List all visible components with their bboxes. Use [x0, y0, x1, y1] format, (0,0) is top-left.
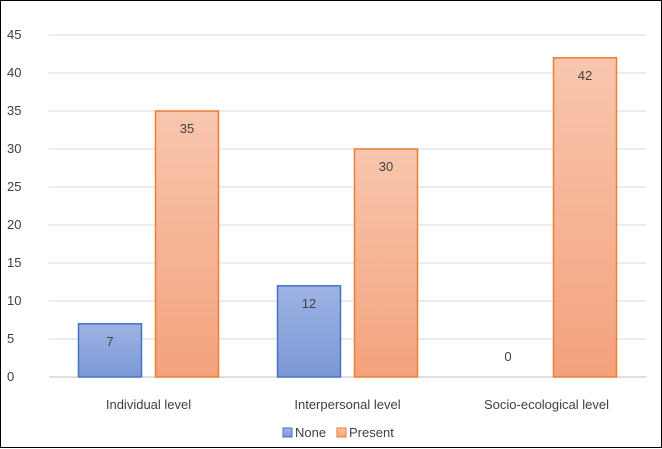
y-tick-label: 0	[7, 369, 14, 384]
data-label-none-1: 12	[302, 296, 316, 311]
y-tick-label: 45	[7, 27, 21, 42]
legend-swatch-present	[336, 427, 347, 438]
legend: None Present	[282, 425, 394, 440]
legend-swatch-none	[282, 427, 293, 438]
data-label-present-2: 42	[578, 68, 592, 83]
data-label-present-1: 30	[379, 159, 393, 174]
data-label-none-2: 0	[504, 349, 511, 364]
bar-none-1	[276, 285, 342, 378]
data-label-present-0: 35	[180, 121, 194, 136]
legend-label-present: Present	[349, 425, 394, 440]
x-category-label: Individual level	[106, 397, 191, 412]
x-category-label: Socio-ecological level	[484, 397, 609, 412]
bar-present-2	[552, 57, 618, 378]
bar-present-0	[154, 110, 220, 378]
y-tick-label: 30	[7, 141, 21, 156]
x-axis-categories: Individual level Interpersonal level Socio…	[106, 397, 609, 412]
y-tick-label: 15	[7, 255, 21, 270]
y-tick-label: 35	[7, 103, 21, 118]
data-labels: 7 35 12 30 0 42	[106, 68, 592, 364]
y-tick-label: 20	[7, 217, 21, 232]
x-category-label: Interpersonal level	[294, 397, 400, 412]
legend-label-none: None	[295, 425, 326, 440]
y-tick-label: 25	[7, 179, 21, 194]
y-tick-label: 40	[7, 65, 21, 80]
y-tick-label: 10	[7, 293, 21, 308]
bars	[77, 57, 618, 378]
y-tick-label: 5	[7, 331, 14, 346]
y-axis-ticks: 0 5 10 15 20 25 30 35 40 45	[7, 27, 21, 384]
gridlines	[49, 34, 646, 378]
bar-present-1	[353, 148, 419, 378]
bar-none-0	[77, 323, 143, 378]
data-label-none-0: 7	[106, 334, 113, 349]
